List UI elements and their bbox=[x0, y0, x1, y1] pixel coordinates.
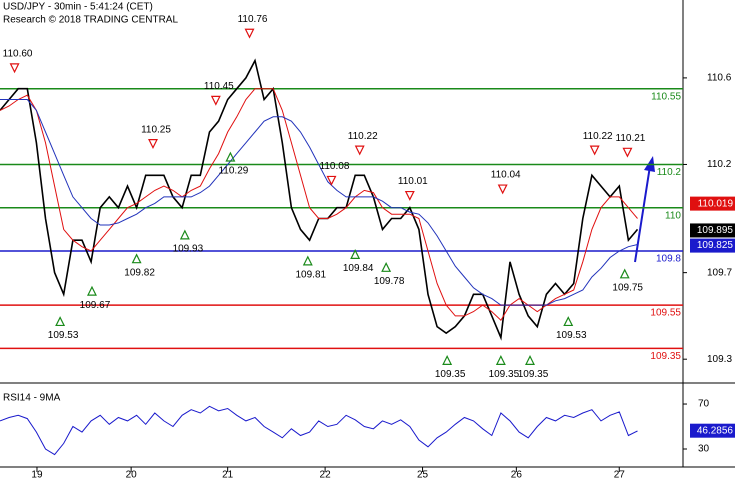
swing-low-marker bbox=[525, 355, 535, 365]
y-tick-label: 109.7 bbox=[707, 267, 732, 278]
swing-label: 109.82 bbox=[124, 267, 155, 278]
series-line bbox=[0, 405, 638, 456]
swing-label: 109.84 bbox=[343, 263, 374, 274]
swing-high-marker bbox=[589, 145, 600, 156]
swing-low-marker bbox=[563, 316, 574, 327]
swing-low-marker bbox=[619, 268, 630, 279]
swing-label: 109.53 bbox=[48, 330, 79, 341]
swing-label: 109.67 bbox=[80, 300, 111, 311]
swing-low-marker bbox=[225, 151, 236, 162]
level-label: 109.35 bbox=[650, 351, 681, 362]
swing-low-marker bbox=[442, 355, 453, 365]
swing-label: 109.53 bbox=[556, 330, 587, 341]
x-tick-label: 19 bbox=[31, 470, 43, 480]
x-tick-label: 25 bbox=[417, 470, 429, 480]
swing-label: 110.22 bbox=[348, 131, 378, 142]
swing-label: 110.76 bbox=[238, 14, 268, 25]
swing-label: 110.45 bbox=[204, 81, 234, 92]
swing-label: 110.22 bbox=[583, 131, 613, 142]
swing-high-marker bbox=[244, 28, 255, 39]
x-tick-label: 26 bbox=[511, 470, 523, 480]
swing-low-marker bbox=[55, 316, 66, 327]
swing-label: 109.35 bbox=[518, 369, 549, 380]
swing-high-marker bbox=[148, 139, 158, 149]
x-tick-label: 22 bbox=[320, 470, 332, 480]
forecast-arrow bbox=[634, 165, 651, 263]
y-tick-label: 110.6 bbox=[707, 73, 732, 84]
price-tag bbox=[690, 196, 735, 211]
level-label: 109.55 bbox=[650, 308, 681, 319]
swing-label: 110.21 bbox=[616, 133, 646, 144]
swing-high-marker bbox=[354, 145, 365, 156]
chart-subtitle: Research © 2018 TRADING CENTRAL bbox=[3, 15, 178, 26]
swing-low-marker bbox=[131, 253, 142, 264]
price-tag-label: 109.825 bbox=[697, 240, 734, 251]
swing-label: 110.60 bbox=[3, 49, 33, 60]
swing-low-marker bbox=[87, 285, 97, 296]
price-tag bbox=[690, 223, 735, 238]
swing-high-marker bbox=[404, 190, 415, 201]
level-label: 110.55 bbox=[651, 91, 681, 102]
swing-high-marker bbox=[326, 175, 337, 186]
swing-label: 110.25 bbox=[141, 124, 171, 135]
swing-low-marker bbox=[302, 255, 313, 266]
swing-high-marker bbox=[497, 184, 508, 195]
rsi-tag bbox=[690, 423, 735, 438]
swing-low-marker bbox=[381, 261, 392, 272]
swing-low-marker bbox=[350, 249, 361, 259]
swing-label: 110.29 bbox=[218, 166, 248, 177]
swing-label: 110.04 bbox=[491, 170, 521, 181]
price-tag-label: 110.019 bbox=[698, 198, 734, 209]
x-tick-label: 20 bbox=[126, 470, 138, 480]
swing-label: 109.78 bbox=[374, 276, 405, 287]
swing-high-marker bbox=[210, 95, 221, 106]
swing-label: 110.08 bbox=[320, 161, 350, 172]
swing-label: 109.35 bbox=[489, 369, 520, 380]
rsi-tag-label: 46.2856 bbox=[697, 425, 734, 436]
swing-label: 109.75 bbox=[612, 282, 643, 293]
x-tick-label: 27 bbox=[614, 470, 626, 480]
level-label: 109.8 bbox=[656, 254, 681, 265]
y-tick-label: 109.3 bbox=[707, 354, 732, 365]
swing-low-marker bbox=[179, 229, 190, 240]
swing-label: 109.35 bbox=[435, 369, 466, 380]
swing-label: 109.81 bbox=[296, 269, 327, 280]
series-line bbox=[0, 88, 638, 321]
swing-label: 110.01 bbox=[398, 176, 428, 187]
y-tick-label: 70 bbox=[698, 399, 710, 410]
swing-low-marker bbox=[495, 355, 506, 365]
level-label: 110.2 bbox=[657, 167, 682, 178]
swing-high-marker bbox=[9, 63, 20, 74]
x-tick-label: 21 bbox=[222, 470, 234, 480]
level-label: 110 bbox=[665, 210, 681, 221]
chart-title: USD/JPY - 30min - 5:41:24 (CET) bbox=[3, 2, 153, 13]
price-tag bbox=[690, 238, 735, 253]
rsi-title: RSI14 - 9MA bbox=[3, 393, 61, 404]
y-tick-label: 110.2 bbox=[707, 159, 732, 170]
swing-high-marker bbox=[622, 147, 633, 158]
y-tick-label: 30 bbox=[698, 444, 710, 455]
series-line bbox=[0, 99, 638, 306]
swing-label: 109.93 bbox=[173, 244, 204, 255]
price-tag-label: 109.895 bbox=[697, 225, 734, 236]
